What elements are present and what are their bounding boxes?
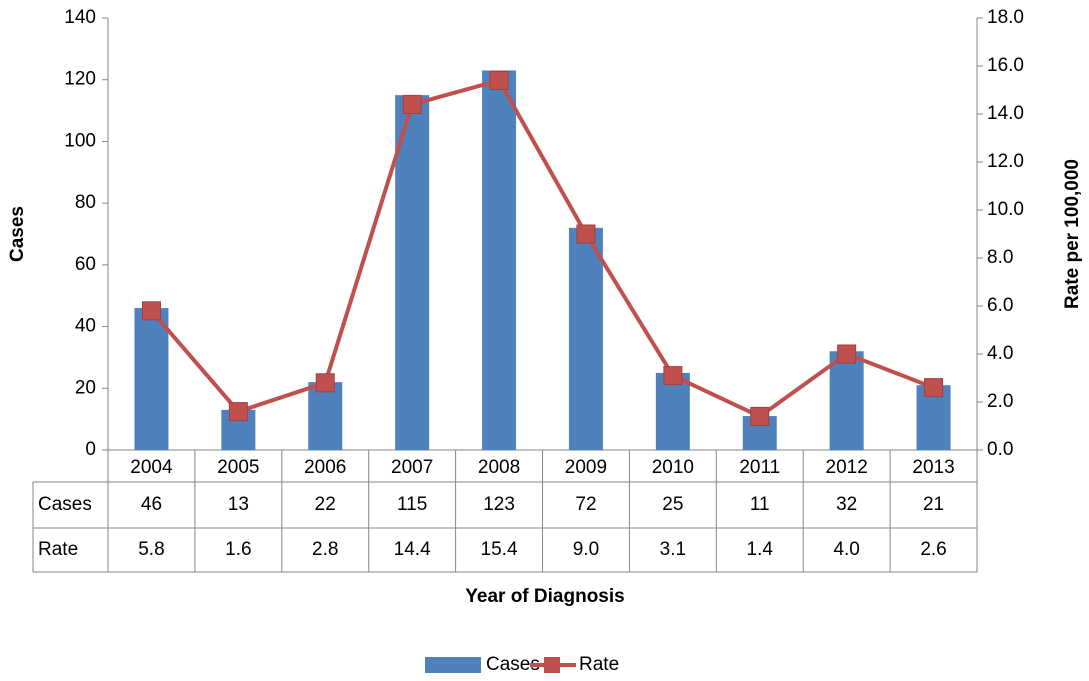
bar bbox=[482, 70, 517, 450]
y2-tick-label: 12.0 bbox=[987, 151, 1024, 172]
rate-marker bbox=[924, 378, 944, 398]
table-cell: 13 bbox=[228, 494, 249, 515]
y-tick-label: 40 bbox=[75, 316, 96, 337]
legend-label: Cases bbox=[486, 654, 540, 675]
bar bbox=[655, 372, 690, 450]
table-cell: 115 bbox=[397, 494, 427, 515]
table-cell: 32 bbox=[836, 494, 857, 515]
y2-tick-label: 16.0 bbox=[987, 55, 1024, 76]
bar bbox=[134, 308, 169, 450]
y-tick-label: 140 bbox=[64, 7, 96, 28]
rate-marker bbox=[228, 402, 248, 422]
y-tick-label: 100 bbox=[64, 130, 96, 151]
table-cell: 21 bbox=[923, 494, 944, 515]
table-cell: 46 bbox=[141, 494, 162, 515]
table-cell: 15.4 bbox=[481, 539, 518, 560]
table-cell: 14.4 bbox=[394, 539, 431, 560]
bar bbox=[308, 382, 343, 450]
x-tick-label: 2010 bbox=[652, 457, 694, 478]
table-cell: 1.4 bbox=[747, 539, 774, 560]
rate-marker bbox=[141, 301, 161, 321]
x-tick-label: 2004 bbox=[130, 457, 173, 478]
table-cell: 4.0 bbox=[833, 539, 859, 560]
legend-label: Rate bbox=[579, 654, 619, 675]
table-cell: 25 bbox=[662, 494, 683, 515]
x-tick-label: 2008 bbox=[478, 457, 520, 478]
x-tick-label: 2012 bbox=[826, 457, 868, 478]
table-cell: 2.6 bbox=[920, 539, 946, 560]
y2-tick-label: 10.0 bbox=[987, 199, 1024, 220]
table-cell: 3.1 bbox=[660, 539, 686, 560]
y2-tick-label: 2.0 bbox=[987, 391, 1013, 412]
y2-tick-label: 6.0 bbox=[987, 295, 1013, 316]
table-cell: 22 bbox=[315, 494, 336, 515]
legend-swatch bbox=[544, 657, 560, 673]
bar bbox=[568, 227, 603, 450]
y-tick-label: 0 bbox=[85, 439, 96, 460]
y-axis-label: Cases bbox=[7, 206, 28, 262]
bar bbox=[829, 351, 864, 450]
table-cell: 123 bbox=[483, 494, 515, 515]
y2-axis-label: Rate per 100,000 bbox=[1062, 159, 1083, 309]
y2-tick-label: 14.0 bbox=[987, 103, 1024, 124]
rate-marker bbox=[402, 94, 422, 114]
x-tick-label: 2013 bbox=[912, 457, 954, 478]
table-cell: 5.8 bbox=[138, 539, 164, 560]
rate-marker bbox=[663, 366, 683, 386]
y2-tick-label: 4.0 bbox=[987, 343, 1013, 364]
table-cell: 11 bbox=[750, 494, 770, 515]
rate-line bbox=[149, 78, 935, 419]
x-tick-label: 2007 bbox=[391, 457, 433, 478]
table-cell: 9.0 bbox=[573, 539, 599, 560]
x-axis-label: Year of Diagnosis bbox=[465, 586, 624, 607]
legend-swatch bbox=[425, 657, 481, 673]
rate-marker bbox=[837, 344, 857, 364]
x-tick-label: 2006 bbox=[304, 457, 346, 478]
table-row-header: Rate bbox=[38, 539, 78, 560]
y-tick-label: 60 bbox=[75, 254, 96, 275]
table-row-header: Cases bbox=[38, 494, 92, 515]
y2-tick-label: 0.0 bbox=[987, 439, 1013, 460]
x-tick-label: 2005 bbox=[217, 457, 259, 478]
table-cell: 1.6 bbox=[225, 539, 251, 560]
y2-tick-label: 8.0 bbox=[987, 247, 1013, 268]
y2-tick-label: 18.0 bbox=[987, 7, 1024, 28]
x-tick-label: 2011 bbox=[739, 457, 780, 478]
y-tick-label: 120 bbox=[64, 69, 96, 90]
table-cell: 2.8 bbox=[312, 539, 338, 560]
bar bbox=[395, 95, 430, 451]
rate-marker bbox=[750, 406, 770, 426]
rate-marker bbox=[489, 70, 509, 90]
x-tick-label: 2009 bbox=[565, 457, 607, 478]
table-cell: 72 bbox=[575, 494, 596, 515]
rate-marker bbox=[576, 224, 596, 244]
rate-marker bbox=[315, 373, 335, 393]
y-tick-label: 20 bbox=[75, 377, 96, 398]
y-tick-label: 80 bbox=[75, 192, 96, 213]
